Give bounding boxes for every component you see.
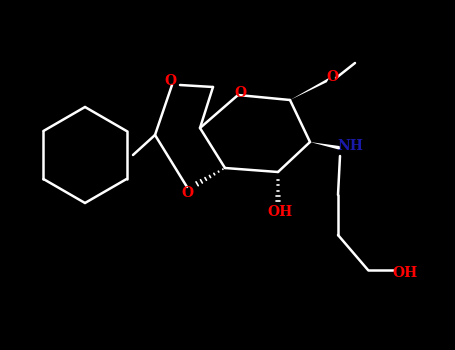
Polygon shape [310,142,340,150]
Text: NH: NH [337,139,363,153]
Text: O: O [164,74,176,88]
Polygon shape [290,78,329,100]
Text: OH: OH [392,266,418,280]
Text: OH: OH [268,205,293,219]
Text: O: O [326,70,338,84]
Text: O: O [181,186,193,200]
Text: O: O [234,86,246,100]
